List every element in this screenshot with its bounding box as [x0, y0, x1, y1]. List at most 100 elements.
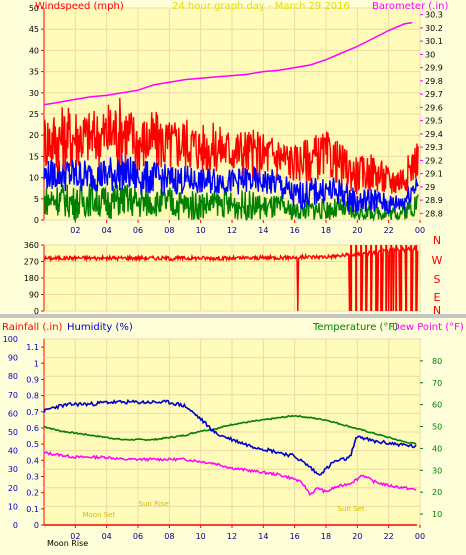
barometer-axis-label: Barometer (.in)	[372, 1, 448, 12]
series-line-humidity	[43, 398, 417, 476]
windspeed-tick-label-15: 15	[29, 152, 39, 161]
rainfall-tick-label-0.9: 0.9	[26, 375, 39, 384]
series-line-barometer	[43, 21, 413, 106]
humidity-tick-label-10: 10	[8, 502, 18, 511]
temperature-tick-label-70: 70	[432, 379, 442, 388]
humidity-time-tick-label-12: 12	[227, 532, 237, 541]
humidity-series-group	[43, 398, 417, 526]
barometer-tick-label-30.3: 30.3	[425, 11, 443, 20]
windspeed-tick-label-0: 0	[34, 216, 39, 225]
chart-title: 24 hour graph day - March 29 2016	[172, 1, 350, 12]
compass-label-s: S	[434, 273, 441, 286]
rainfall-axis-label: Rainfall (.in)	[2, 322, 63, 333]
series-line-dew-point	[43, 451, 417, 496]
wind-speed-axis: 0 5 10 15 20 25 30 35 40 45 50	[29, 4, 44, 225]
wind-time-tick-label-10: 10	[196, 226, 206, 235]
barometer-tick-label-29.6: 29.6	[425, 103, 443, 112]
windspeed-tick-label-45: 45	[29, 25, 39, 34]
humidity-tick-label-50: 50	[8, 428, 18, 437]
temperature-axis: 10 20 30 40 50 60 70 80	[420, 357, 442, 519]
barometer-tick-label-29.8: 29.8	[425, 77, 443, 86]
humidity-time-tick-label-10: 10	[196, 532, 206, 541]
wind-direction-grid	[44, 244, 421, 312]
humidity-time-tick-label-14: 14	[258, 532, 268, 541]
barometer-tick-label-29.3: 29.3	[425, 143, 443, 152]
rainfall-tick-label-0.2: 0.2	[26, 489, 39, 498]
barometer-tick-label-29.2: 29.2	[425, 156, 443, 165]
moon-rise-label: Moon Rise	[47, 539, 88, 548]
humidity-tick-label-100: 100	[3, 335, 18, 344]
wind-time-tick-label-18: 18	[321, 226, 331, 235]
rainfall-tick-label-0.4: 0.4	[26, 456, 39, 465]
humidity-tick-label-40: 40	[8, 447, 18, 456]
windspeed-tick-label-20: 20	[29, 131, 39, 140]
event-label-sun-set: Sun Set	[338, 505, 365, 513]
rainfall-tick-label-0.6: 0.6	[26, 424, 39, 433]
event-label-moon-set: Moon Set	[82, 511, 115, 519]
wind-time-axis: 02 04 06 08 10 12 14 16 18 20 22 00	[70, 220, 425, 235]
direction-tick-label-180: 180	[24, 274, 39, 283]
series-line-temperature	[43, 414, 417, 445]
temperature-tick-label-80: 80	[432, 357, 442, 366]
humidity-tick-label-80: 80	[8, 372, 18, 381]
series-line-average-wind	[43, 153, 419, 215]
direction-tick-label-360: 360	[24, 241, 39, 250]
humidity-tick-label-90: 90	[8, 354, 18, 363]
barometer-tick-label-29.4: 29.4	[425, 130, 443, 139]
rainfall-tick-label-1: 1	[34, 359, 39, 368]
windspeed-tick-label-5: 5	[34, 195, 39, 204]
barometer-tick-label-29.1: 29.1	[425, 170, 443, 179]
wind-time-tick-label-22: 22	[384, 226, 394, 235]
rainfall-tick-label-0: 0	[34, 521, 39, 530]
direction-tick-label-0: 0	[34, 307, 39, 316]
series-line-wind-gust	[43, 97, 419, 195]
humidity-axis: 0 10 20 30 40 50 60 70 80 90 100	[3, 335, 18, 530]
barometer-tick-label-29: 29	[425, 183, 435, 192]
rainfall-tick-label-0.8: 0.8	[26, 392, 39, 401]
barometer-tick-label-30.1: 30.1	[425, 37, 443, 46]
barometer-tick-label-29.7: 29.7	[425, 90, 443, 99]
wind-time-tick-label-06: 06	[133, 226, 143, 235]
humidity-time-tick-label-06: 06	[133, 532, 143, 541]
compass-label-e: E	[434, 291, 441, 304]
rainfall-tick-label-0.7: 0.7	[26, 408, 39, 417]
humidity-time-tick-label-16: 16	[290, 532, 300, 541]
dew-point-axis-label: Dew Point (°F)	[392, 322, 464, 333]
wind-time-tick-label-14: 14	[258, 226, 268, 235]
barometer-tick-label-28.9: 28.9	[425, 196, 443, 205]
humidity-time-axis: 02 04 06 08 10 12 14 16 18 20 22 00	[70, 525, 425, 541]
humidity-time-tick-label-18: 18	[321, 532, 331, 541]
astronomy-events: Moon Set Sun Rise Sun Set	[82, 500, 364, 519]
barometer-tick-label-29.9: 29.9	[425, 64, 443, 73]
temperature-axis-label: Temperature (°F)	[312, 322, 398, 333]
temperature-tick-label-50: 50	[432, 423, 442, 432]
temperature-tick-label-30: 30	[432, 466, 442, 475]
barometer-tick-label-28.8: 28.8	[425, 209, 443, 218]
temperature-tick-label-20: 20	[432, 488, 442, 497]
wind-time-tick-label-02: 02	[70, 226, 80, 235]
barometer-tick-label-30.2: 30.2	[425, 24, 443, 33]
direction-tick-label-270: 270	[24, 258, 39, 267]
windspeed-tick-label-30: 30	[29, 89, 39, 98]
humidity-tick-label-70: 70	[8, 391, 18, 400]
humidity-time-tick-label-00: 00	[415, 532, 425, 541]
temperature-tick-label-60: 60	[432, 401, 442, 410]
windspeed-tick-label-40: 40	[29, 46, 39, 55]
windspeed-tick-label-10: 10	[29, 174, 39, 183]
wind-series-group	[43, 21, 419, 223]
compass-label-n: N	[433, 304, 441, 317]
wind-direction-series-group	[43, 244, 419, 312]
humidity-time-tick-label-20: 20	[352, 532, 362, 541]
humidity-tick-label-30: 30	[8, 465, 18, 474]
temperature-tick-label-40: 40	[432, 444, 442, 453]
wind-direction-axis: 0 90 180 270 360	[24, 241, 44, 316]
humidity-tick-label-0: 0	[13, 521, 18, 530]
compass-label-n: N	[433, 234, 441, 247]
temperature-tick-label-10: 10	[432, 510, 442, 519]
wind-time-tick-label-04: 04	[102, 226, 112, 235]
humidity-tick-label-60: 60	[8, 409, 18, 418]
windspeed-tick-label-35: 35	[29, 68, 39, 77]
series-line-wind-speed	[43, 183, 419, 223]
